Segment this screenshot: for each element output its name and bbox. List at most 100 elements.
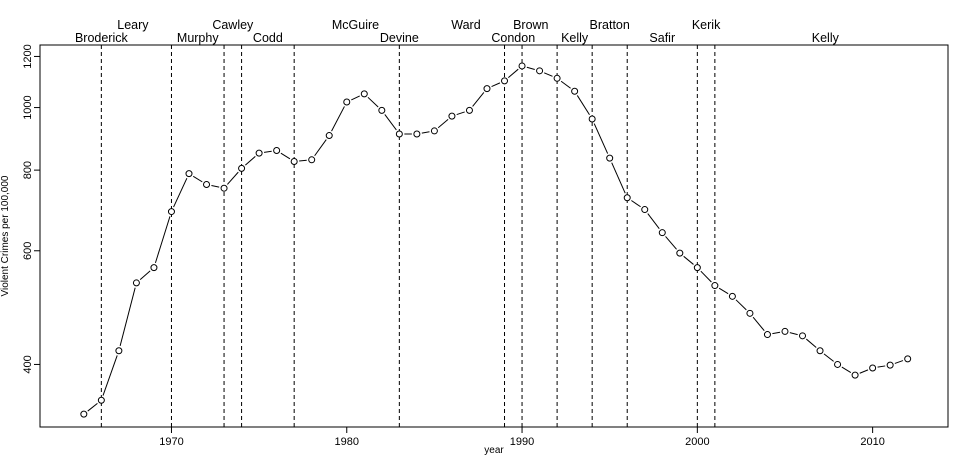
data-point	[904, 355, 912, 363]
data-point	[308, 156, 316, 164]
y-axis-label: Violent Crimes per 100,000	[0, 175, 11, 296]
y-axis: 400 600 800 1000 1200	[22, 44, 40, 374]
data-point	[150, 264, 158, 272]
series-segment	[437, 118, 449, 129]
data-point	[325, 132, 333, 140]
series-segment	[139, 270, 151, 281]
x-axis-label: year	[484, 445, 504, 455]
data-point	[97, 396, 105, 404]
series-segment	[421, 131, 430, 134]
data-point	[553, 74, 561, 82]
mayor-name-label: Leary	[117, 18, 149, 32]
series-segment	[456, 111, 465, 116]
data-point	[536, 67, 544, 75]
data-points	[80, 62, 912, 418]
mayor-name-label: Kerik	[692, 18, 721, 32]
x-axis: 1970 1980 1990 2000 2010	[159, 427, 885, 448]
mayor-name-label: Brown	[513, 18, 548, 32]
data-point	[290, 157, 298, 165]
series-segment	[299, 159, 307, 162]
data-point	[378, 106, 386, 114]
series-segment	[351, 95, 360, 101]
series-segment	[154, 216, 171, 263]
series-segment	[805, 338, 817, 348]
data-point	[711, 282, 719, 290]
series-segment	[789, 332, 798, 336]
series-segment	[226, 171, 239, 185]
series-segment	[119, 287, 136, 347]
series-segment	[331, 106, 345, 132]
y-tick-label: 1000	[22, 95, 34, 119]
mayor-name-label: Broderick	[75, 31, 129, 45]
data-point	[571, 87, 579, 95]
mayor-name-label: Safir	[649, 31, 675, 45]
mayor-name-label: Ward	[451, 18, 480, 32]
series-segment	[102, 355, 118, 396]
series-segment	[491, 82, 501, 88]
mayor-name-label: Murphy	[177, 31, 219, 45]
series-segment	[576, 95, 590, 116]
y-tick-label: 1200	[22, 44, 34, 68]
series-segment	[841, 366, 852, 373]
data-point	[816, 347, 824, 355]
series-segment	[665, 236, 677, 250]
mayor-lines	[100, 45, 716, 427]
data-point	[238, 164, 246, 172]
series-segment	[718, 287, 729, 295]
data-point	[763, 331, 771, 339]
series-segment	[735, 299, 747, 311]
data-point	[448, 112, 456, 120]
series-segment	[877, 365, 886, 368]
x-tick-label: 1990	[510, 436, 534, 448]
mayor-name-label: Cawley	[212, 18, 254, 32]
data-point	[781, 327, 789, 335]
x-tick-label: 1970	[159, 436, 183, 448]
series-segment	[543, 72, 553, 77]
series-segment	[560, 80, 571, 89]
data-point	[658, 229, 666, 237]
series-segment	[384, 114, 397, 131]
data-point	[132, 279, 140, 287]
series-segment	[752, 316, 765, 332]
series-segment	[700, 270, 712, 283]
data-point	[834, 360, 842, 368]
data-point	[413, 130, 421, 138]
data-point	[518, 62, 526, 70]
data-point	[395, 130, 403, 138]
series-line-group	[87, 66, 904, 412]
data-point	[203, 180, 211, 188]
data-point	[80, 410, 88, 418]
data-point	[886, 361, 894, 369]
series-segment	[245, 156, 256, 166]
mayor-name-label: Kelly	[812, 31, 840, 45]
series-segment	[263, 150, 272, 153]
data-point	[273, 146, 281, 154]
y-tick-label: 400	[22, 355, 34, 373]
data-point	[465, 106, 473, 114]
mayor-name-label: Kelly	[561, 31, 589, 45]
mayor-name-label: Devine	[380, 31, 419, 45]
data-point	[360, 90, 368, 98]
mayor-name-label: Bratton	[590, 18, 630, 32]
series-segment	[611, 162, 626, 194]
data-point	[623, 194, 631, 202]
data-point	[483, 85, 491, 93]
data-point	[693, 264, 701, 272]
series-segment	[683, 255, 694, 265]
x-tick-label: 2000	[685, 436, 709, 448]
data-point	[588, 115, 596, 123]
data-point	[676, 249, 684, 257]
series-segment	[192, 175, 203, 183]
mayor-name-label: Condon	[491, 31, 535, 45]
x-tick-label: 2010	[860, 436, 884, 448]
series-segment	[367, 96, 379, 108]
series-segment	[772, 331, 781, 335]
series-segment	[593, 123, 609, 154]
data-point	[606, 154, 614, 162]
data-point	[115, 347, 123, 355]
data-point	[501, 77, 509, 85]
series-segment	[894, 360, 904, 364]
series-segment	[823, 353, 834, 362]
mayor-name-label: Codd	[253, 31, 283, 45]
series-segment	[472, 92, 485, 107]
